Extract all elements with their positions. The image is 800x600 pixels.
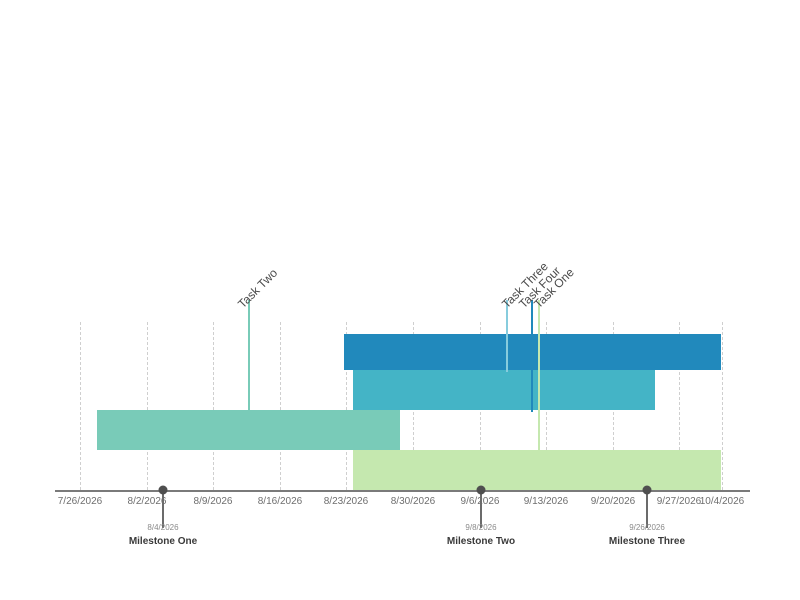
axis-tick-label: 8/16/2026	[257, 496, 303, 507]
milestone-stem	[480, 491, 482, 528]
milestone-date: 8/4/2026	[147, 523, 179, 532]
task-leader-line	[538, 300, 540, 452]
time-axis-line	[55, 490, 750, 492]
gridline	[80, 322, 81, 490]
task-leader-line	[506, 300, 508, 372]
gridline	[213, 322, 214, 490]
milestone-date: 9/8/2026	[465, 523, 497, 532]
gridline	[280, 322, 281, 490]
task-bar[interactable]	[353, 370, 655, 410]
milestone-marker[interactable]	[642, 485, 652, 495]
task-leader-line	[531, 300, 533, 412]
task-bar[interactable]	[353, 450, 721, 490]
gridline	[679, 322, 680, 490]
gridline	[722, 322, 723, 490]
axis-tick-label: 8/9/2026	[193, 496, 233, 507]
axis-tick-label: 9/27/2026	[656, 496, 702, 507]
gridline	[147, 322, 148, 490]
milestone-marker[interactable]	[158, 485, 168, 495]
milestone-name: Milestone Three	[608, 536, 686, 547]
axis-tick-label: 9/13/2026	[523, 496, 569, 507]
milestone-stem	[162, 491, 164, 528]
gridline	[346, 322, 347, 490]
milestone-name: Milestone Two	[446, 536, 516, 547]
milestone-stem	[646, 491, 648, 528]
axis-tick-label: 8/30/2026	[390, 496, 436, 507]
milestone-name: Milestone One	[128, 536, 198, 547]
milestone-marker[interactable]	[476, 485, 486, 495]
axis-tick-label: 10/4/2026	[699, 496, 745, 507]
task-bar[interactable]	[97, 410, 400, 450]
axis-tick-label: 9/20/2026	[590, 496, 636, 507]
task-label: Task Two	[235, 265, 281, 311]
task-leader-line	[248, 300, 250, 412]
milestone-date: 9/26/2026	[629, 523, 665, 532]
axis-tick-label: 7/26/2026	[57, 496, 103, 507]
axis-tick-label: 8/23/2026	[323, 496, 369, 507]
axis-tick-label: 8/2/2026	[127, 496, 167, 507]
